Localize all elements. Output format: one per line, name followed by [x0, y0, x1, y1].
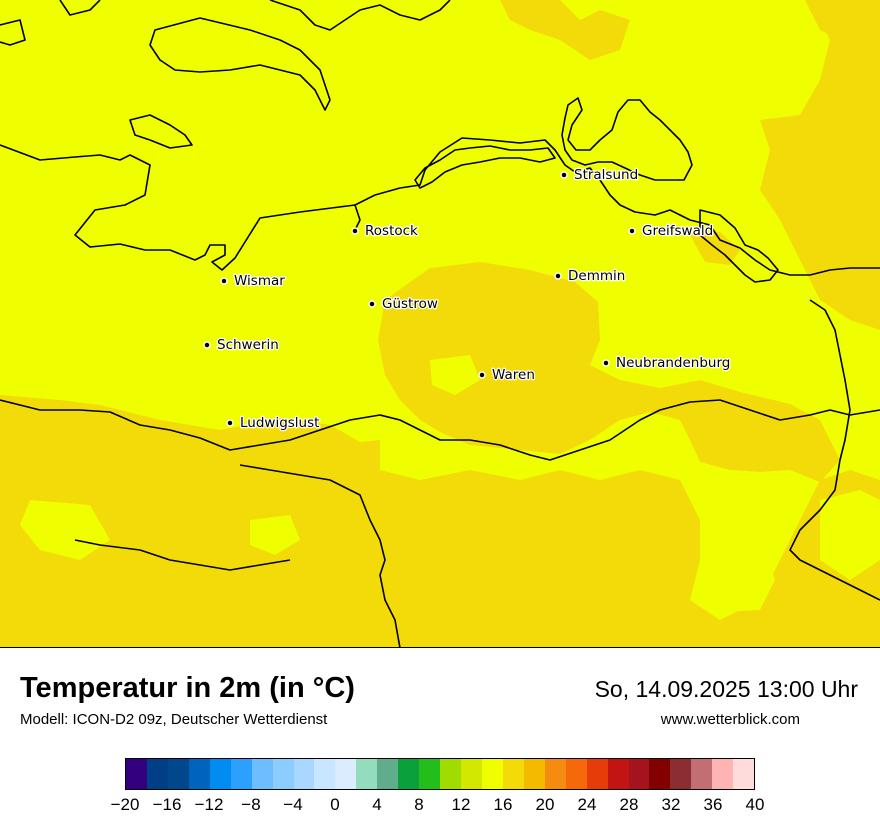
city-label-ludwigslust: Ludwigslust	[240, 415, 319, 431]
legend-swatch	[419, 759, 441, 789]
city-marker-waren	[478, 371, 486, 379]
legend-tick: −20	[110, 795, 140, 814]
legend-swatch	[167, 759, 189, 789]
legend-swatch	[398, 759, 420, 789]
map-canvas: Stralsund Rostock Greifswald Wismar Demmin Gü…	[0, 0, 880, 647]
legend-tick: −8	[241, 795, 261, 814]
legend-swatch	[544, 759, 566, 789]
legend-swatch	[146, 759, 168, 789]
legend-tick: −12	[194, 795, 224, 814]
city-marker-neubrandenburg	[602, 359, 610, 367]
city-label-rostock: Rostock	[365, 223, 418, 239]
legend-tick-labels: −20 −16 −12 −8 −4 0 4 8 12 16 20 24 28 32 36 40	[111, 792, 765, 822]
city-label-wismar: Wismar	[234, 273, 285, 289]
legend-swatch	[523, 759, 545, 789]
city-marker-ludwigslust	[226, 419, 234, 427]
legend-swatch	[502, 759, 524, 789]
legend-swatch	[356, 759, 378, 789]
legend-swatch	[272, 759, 294, 789]
legend-swatch	[712, 759, 734, 789]
legend-tick: 4	[372, 795, 382, 814]
legend-tick: 0	[330, 795, 340, 814]
city-label-waren: Waren	[492, 367, 535, 383]
legend-tick: 16	[493, 795, 513, 814]
legend-swatch	[293, 759, 315, 789]
city-marker-stralsund	[560, 171, 568, 179]
city-marker-schwerin	[203, 341, 211, 349]
legend-tick: 32	[661, 795, 681, 814]
website-link[interactable]: www.wetterblick.com	[660, 711, 800, 728]
legend-swatch	[565, 759, 587, 789]
city-markers: Stralsund Rostock Greifswald Wismar Demmin Gü…	[203, 166, 732, 432]
legend-swatch	[230, 759, 252, 789]
city-label-greifswald: Greifswald	[642, 223, 713, 239]
legend-swatch	[188, 759, 210, 789]
legend-swatch	[649, 759, 671, 789]
legend-swatch	[691, 759, 713, 789]
city-marker-greifswald	[628, 227, 636, 235]
legend-tick: 40	[745, 795, 765, 814]
legend-swatch	[481, 759, 503, 789]
legend-tick: −4	[283, 795, 303, 814]
city-label-stralsund: Stralsund	[574, 167, 638, 183]
legend-tick: −16	[152, 795, 182, 814]
legend-swatch	[461, 759, 482, 789]
legend-tick: 36	[703, 795, 723, 814]
legend-swatch	[733, 759, 755, 789]
legend-swatch	[607, 759, 629, 789]
legend-swatch	[251, 759, 273, 789]
temperature-map: Stralsund Rostock Greifswald Wismar Demmin Gü…	[0, 0, 880, 648]
model-source: Modell: ICON-D2 09z, Deutscher Wetterdie…	[20, 711, 328, 728]
legend-swatch	[209, 759, 231, 789]
legend-swatch	[126, 759, 147, 789]
legend-swatch	[314, 759, 336, 789]
city-marker-güstrow	[368, 300, 376, 308]
chart-title: Temperatur in 2m (in °C)	[20, 672, 355, 704]
legend-tick: 8	[414, 795, 424, 814]
temp-field-16-18-pockets	[20, 355, 880, 612]
city-label-neubrandenburg: Neubrandenburg	[616, 355, 730, 371]
legend-swatch	[335, 759, 357, 789]
legend-swatch	[628, 759, 650, 789]
legend-tick: 12	[451, 795, 471, 814]
forecast-datetime: So, 14.09.2025 13:00 Uhr	[594, 676, 858, 702]
legend-tick: 24	[577, 795, 597, 814]
legend-swatch	[440, 759, 461, 789]
legend-tick: 20	[535, 795, 555, 814]
city-marker-demmin	[554, 272, 562, 280]
legend-tick: 28	[619, 795, 639, 814]
legend-swatch	[377, 759, 399, 789]
legend-swatch	[670, 759, 692, 789]
legend-swatch	[586, 759, 608, 789]
city-marker-wismar	[220, 277, 228, 285]
color-legend	[125, 758, 755, 790]
city-marker-rostock	[351, 227, 359, 235]
city-label-güstrow: Güstrow	[382, 296, 438, 312]
city-label-demmin: Demmin	[568, 268, 625, 284]
coastline	[0, 0, 880, 647]
city-label-schwerin: Schwerin	[217, 337, 279, 353]
